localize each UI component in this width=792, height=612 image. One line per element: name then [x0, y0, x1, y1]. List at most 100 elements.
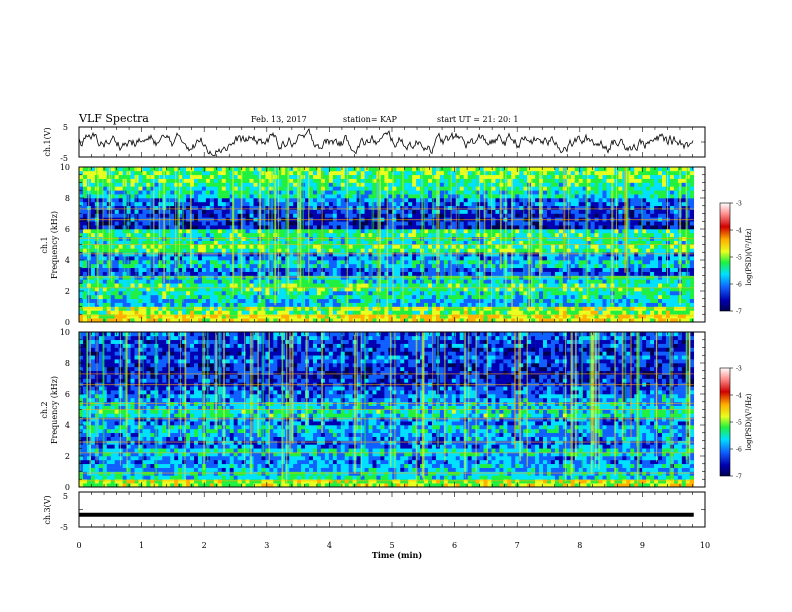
spectrogram-cell	[209, 287, 215, 292]
spectrogram-cell	[507, 252, 512, 257]
spectrogram-cell	[511, 318, 516, 323]
spectrogram-cell	[82, 240, 88, 245]
spectrogram-cell	[495, 306, 500, 311]
spectrogram-cell	[650, 248, 655, 253]
spectrogram-cell	[98, 244, 104, 249]
spectrogram-cell	[118, 314, 123, 319]
spectrogram-cell	[463, 225, 468, 230]
spectrogram-cell	[539, 318, 544, 323]
spectrogram-cell	[650, 298, 655, 303]
spectrogram-cell	[249, 244, 254, 249]
spectrogram-cell	[590, 260, 595, 265]
spectrogram-cell	[400, 294, 405, 300]
spectrogram-cell	[475, 318, 480, 323]
spectrogram-cell	[241, 256, 246, 261]
spectrogram-cell	[316, 260, 322, 265]
spectrogram-cell	[527, 318, 532, 323]
spectrogram-cell	[408, 310, 413, 315]
spectrogram-cell	[154, 244, 159, 249]
spectrogram-cell	[297, 248, 302, 253]
spectrogram-cell	[424, 205, 429, 210]
spectrogram-cell	[261, 244, 266, 249]
spectrogram-cell	[336, 306, 342, 311]
spectrogram-cell	[130, 201, 135, 207]
spectrogram-cell	[558, 298, 564, 303]
spectrogram-cell	[594, 291, 599, 296]
spectrogram-cell	[348, 314, 353, 319]
spectrogram-cell	[546, 291, 552, 296]
spectrogram-cell	[217, 302, 223, 307]
spectrogram-cell	[166, 205, 171, 210]
spectrogram-cell	[241, 248, 246, 253]
spectrogram-cell	[610, 318, 615, 323]
spectrogram-cell	[245, 256, 250, 261]
spectrogram-cell	[388, 291, 393, 296]
spectrogram-cell	[241, 318, 246, 323]
spectrogram-cell	[669, 205, 675, 210]
spectrogram-cell	[372, 275, 377, 280]
spectrogram-cell	[118, 260, 123, 265]
spectrogram-cell	[328, 291, 334, 296]
spectrogram-cell	[360, 287, 365, 292]
spectrogram-cell	[507, 263, 512, 269]
spectrogram-cell	[114, 294, 119, 300]
spectrogram-cell	[546, 213, 552, 218]
spectrogram-cell	[90, 236, 96, 241]
spectrogram-cell	[550, 213, 556, 218]
spectrogram-cell	[590, 310, 595, 315]
spectrogram-cell	[146, 232, 151, 238]
spectrogram-cell	[388, 229, 393, 234]
spectrogram-cell	[368, 302, 373, 307]
spectrogram-cell	[352, 236, 357, 241]
spectrogram-cell	[662, 263, 667, 269]
spectrogram-cell	[225, 267, 231, 272]
spectrogram-cell	[435, 283, 441, 288]
spectrogram-cell	[614, 294, 619, 300]
spectrogram-cell	[221, 213, 227, 218]
spectrogram-cell	[348, 267, 353, 272]
spectrogram-cell	[689, 318, 695, 323]
spectrogram-cell	[356, 263, 361, 269]
spectrogram-cell	[174, 298, 179, 303]
spectrogram-cell	[443, 287, 449, 292]
spectrogram-cell	[535, 275, 540, 280]
spectrogram-cell	[340, 298, 346, 303]
spectrogram-cell	[360, 198, 365, 203]
spectrogram-cell	[539, 298, 544, 303]
spectrogram-cell	[511, 306, 516, 311]
spectrogram-cell	[665, 201, 671, 207]
spectrogram-cell	[368, 267, 373, 272]
spectrogram-cell	[412, 306, 417, 311]
spectrogram-cell	[650, 256, 655, 261]
spectrogram-cell	[602, 275, 607, 280]
spectrogram-cell	[586, 244, 591, 249]
spectrogram-cell	[681, 236, 687, 241]
spectrogram-cell	[586, 236, 591, 241]
spectrogram-cell	[221, 287, 227, 292]
spectrogram-cell	[658, 287, 663, 292]
spectrogram-cell	[138, 271, 143, 276]
spectrogram-cell	[372, 209, 377, 214]
spectrogram-cell	[546, 287, 552, 292]
spectrogram-cell	[324, 240, 330, 245]
spectrogram-cell	[364, 213, 369, 218]
spectrogram-cell	[305, 205, 310, 210]
spectrogram-cell	[658, 291, 663, 296]
spectrogram-cell	[483, 260, 488, 265]
spectrogram-cell	[618, 248, 623, 253]
spectrogram-cell	[245, 283, 250, 288]
spectrogram-cell	[594, 298, 599, 303]
spectrogram-cell	[289, 314, 294, 319]
spectrogram-cell	[638, 310, 643, 315]
spectrogram-cell	[142, 275, 147, 280]
spectrogram-cell	[447, 240, 453, 245]
spectrogram-cell	[634, 236, 639, 241]
spectrogram-cell	[356, 240, 361, 245]
spectrogram-cell	[515, 229, 520, 234]
spectrogram-cell	[320, 225, 326, 230]
spectrogram-cell	[554, 229, 560, 234]
spectrogram-cell	[170, 291, 175, 296]
spectrogram-cell	[253, 283, 258, 288]
spectrogram-cell	[646, 302, 651, 307]
spectrogram-cell	[475, 294, 480, 300]
